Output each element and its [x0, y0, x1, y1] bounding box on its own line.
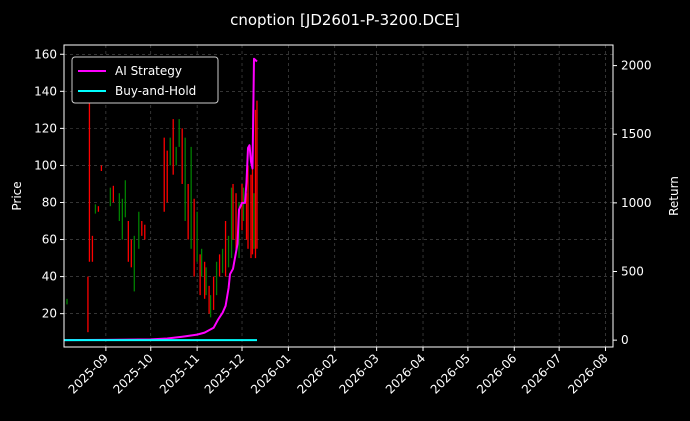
y2-tick-label: 1000 [621, 196, 652, 210]
y2-tick-label: 2000 [621, 59, 652, 73]
y-tick-label: 40 [42, 270, 57, 284]
y2-axis-label: Return [667, 176, 681, 216]
y2-tick-label: 500 [621, 265, 644, 279]
chart-title: cnoption [JD2601-P-3200.DCE] [230, 11, 460, 29]
y-tick-label: 80 [42, 195, 57, 209]
y-axis-left: 20 40 60 80 100 120 140 160 [34, 47, 64, 321]
y-tick-label: 100 [34, 158, 57, 172]
y-tick-label: 120 [34, 121, 57, 135]
legend-box [71, 56, 219, 104]
y2-tick-label: 1500 [621, 127, 652, 141]
y2-tick-label: 0 [621, 333, 629, 347]
y-axis-right: 0 500 1000 1500 2000 [613, 59, 652, 347]
legend-label: Buy-and-Hold [115, 84, 196, 98]
series-lines [63, 57, 258, 342]
series-line-ai-strategy [63, 57, 258, 342]
legend-label: AI Strategy [115, 64, 182, 78]
candlesticks [66, 82, 258, 333]
y-axis-label: Price [10, 181, 24, 210]
legend: AI Strategy Buy-and-Hold [71, 56, 219, 104]
y-tick-label: 20 [42, 307, 57, 321]
y-tick-label: 160 [34, 47, 57, 61]
plot-frame [63, 44, 614, 348]
y-tick-label: 140 [34, 84, 57, 98]
y-tick-label: 60 [42, 233, 57, 247]
